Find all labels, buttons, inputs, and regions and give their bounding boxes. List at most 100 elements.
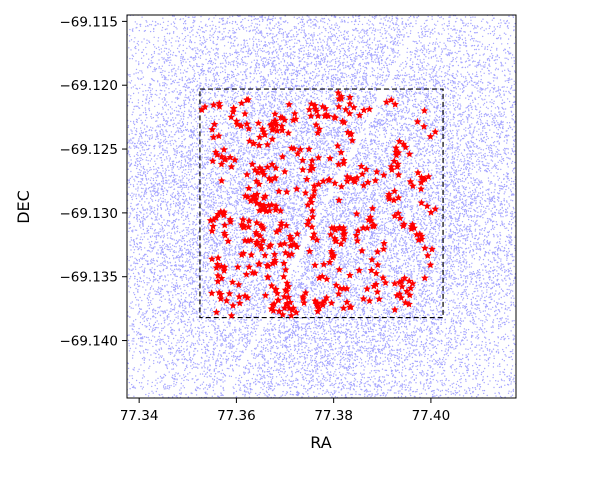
selected-star-point xyxy=(309,164,317,172)
selected-star-point xyxy=(309,233,317,241)
selected-star-point xyxy=(301,189,310,197)
x-tick-label: 77.34 xyxy=(120,408,159,424)
selected-star-point xyxy=(281,248,290,256)
selected-star-point xyxy=(260,170,268,178)
selected-star-point xyxy=(363,284,371,293)
selected-star-point xyxy=(261,130,269,138)
selected-star-point xyxy=(278,126,286,134)
selected-star-point xyxy=(278,122,286,130)
selected-star-point xyxy=(301,288,310,297)
selected-star-point xyxy=(405,150,414,158)
selected-star-point xyxy=(296,145,305,153)
selected-star-point xyxy=(321,104,330,112)
selected-star-point xyxy=(407,224,416,233)
selected-star-point xyxy=(417,235,426,243)
selected-star-point xyxy=(271,256,279,264)
selected-star-point xyxy=(300,299,308,307)
x-axis-label: RA xyxy=(310,433,331,452)
selected-star-point xyxy=(334,160,343,168)
selected-star-point xyxy=(334,289,343,298)
selected-star-point xyxy=(231,155,239,164)
background-star-scatter xyxy=(127,15,516,398)
selected-star-point xyxy=(405,277,413,285)
y-tick-label: −69.120 xyxy=(59,78,118,94)
selected-star-point xyxy=(291,109,299,117)
selected-star-point xyxy=(220,145,228,153)
y-tick-label: −69.130 xyxy=(59,206,118,222)
selected-star-point xyxy=(340,235,348,243)
selected-star-point xyxy=(366,213,375,221)
selected-star-point xyxy=(337,92,345,100)
selected-star-point xyxy=(407,222,416,230)
selected-star-point xyxy=(310,186,319,194)
selected-star-point xyxy=(394,193,403,202)
selected-star-point xyxy=(218,152,226,160)
selected-star-point xyxy=(359,181,368,189)
selected-star-point xyxy=(217,160,226,168)
selected-star-point xyxy=(424,172,433,180)
selected-star-point xyxy=(423,251,432,259)
selected-star-point xyxy=(285,304,294,312)
selected-star-point xyxy=(221,221,229,229)
selected-star-point xyxy=(258,125,267,133)
selected-star-point xyxy=(287,235,295,243)
selected-star-point xyxy=(217,274,226,282)
selected-star-point xyxy=(273,126,281,135)
selected-star-point xyxy=(364,178,372,186)
selected-star-point xyxy=(401,143,410,151)
selected-star-point xyxy=(372,269,380,277)
selected-star-point xyxy=(243,170,251,178)
selected-star-point xyxy=(227,311,236,319)
selected-star-point xyxy=(244,222,253,231)
selected-star-point xyxy=(346,93,354,101)
selected-star-point xyxy=(235,292,243,300)
selected-star-point xyxy=(420,122,428,130)
selected-star-point xyxy=(276,240,285,248)
selected-star-point xyxy=(229,104,238,112)
selected-star-point xyxy=(263,140,272,148)
y-tick-label: −69.115 xyxy=(59,14,118,30)
selected-star-point xyxy=(381,278,390,286)
selected-star-point xyxy=(215,99,223,107)
selected-star-point xyxy=(399,140,408,148)
selected-star-point xyxy=(363,224,371,232)
selected-star-point xyxy=(255,180,263,188)
selected-star-point xyxy=(241,192,250,200)
selected-star-point xyxy=(337,240,345,248)
selected-star-point xyxy=(335,102,343,110)
selected-star-point xyxy=(272,202,280,210)
selected-star-point xyxy=(270,299,278,308)
selected-star-point xyxy=(417,185,425,193)
selected-star-point xyxy=(414,168,422,176)
selected-star-point xyxy=(372,280,380,288)
selected-star-point xyxy=(220,263,229,271)
selected-star-point xyxy=(391,100,399,108)
selected-star-point xyxy=(261,192,270,200)
selected-star-point xyxy=(261,291,270,299)
selected-star-point xyxy=(275,307,283,315)
selected-star-point xyxy=(245,263,253,271)
selected-star-point xyxy=(256,232,264,240)
selected-star-point xyxy=(264,201,273,209)
selected-star-point xyxy=(280,292,289,300)
selected-star-point xyxy=(359,224,367,232)
selected-star-point xyxy=(217,207,225,215)
selected-star-point xyxy=(226,217,235,226)
selected-star-point xyxy=(371,176,380,184)
selected-star-point xyxy=(354,226,362,235)
selected-star-point xyxy=(247,236,255,244)
selected-star-point xyxy=(359,294,368,303)
selected-star-point xyxy=(398,282,406,290)
selected-star-point xyxy=(262,207,271,215)
selected-star-point xyxy=(308,156,316,164)
selected-star-point xyxy=(307,112,315,120)
selected-star-point xyxy=(405,300,413,308)
selected-star-point xyxy=(293,149,302,158)
selected-star-point xyxy=(310,230,318,238)
selected-star-point xyxy=(198,105,206,114)
selected-star-point xyxy=(406,177,415,185)
selected-star-point xyxy=(408,279,417,287)
selected-star-point xyxy=(237,99,246,107)
selected-star-point xyxy=(347,302,355,311)
selected-star-point xyxy=(263,163,272,171)
